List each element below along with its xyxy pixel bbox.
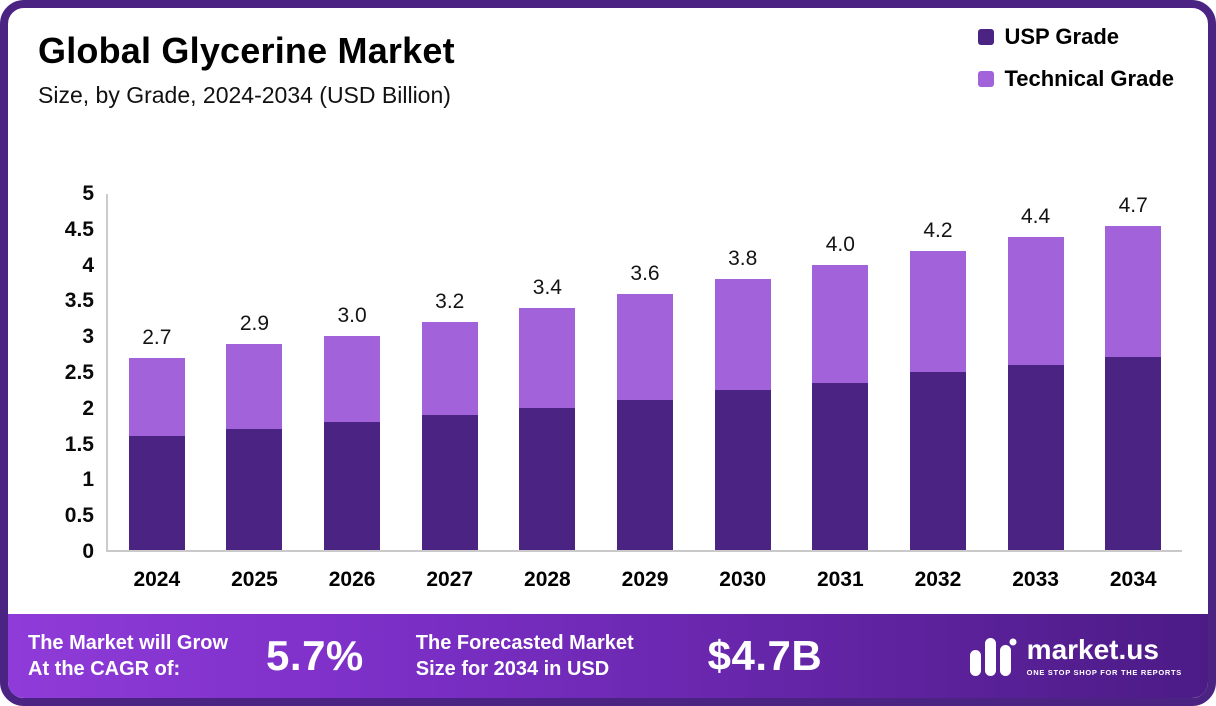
bar-segment-usp-grade bbox=[324, 421, 381, 550]
x-axis-label: 2030 bbox=[719, 568, 767, 591]
brand-text: market.us ONE STOP SHOP FOR THE REPORTS bbox=[1026, 633, 1182, 677]
y-axis: 0 0.5 1 1.5 2 2.5 3 3.5 4 4.5 5 bbox=[54, 182, 98, 563]
chart-subtitle: Size, by Grade, 2024-2034 (USD Billion) bbox=[38, 82, 451, 108]
bar-total-label: 2.9 bbox=[239, 311, 270, 335]
x-axis-label: 2034 bbox=[1109, 568, 1157, 591]
y-tick-label: 4 bbox=[82, 253, 94, 277]
x-axis-label: 2032 bbox=[914, 568, 962, 591]
y-tick-label: 5 bbox=[82, 182, 94, 205]
plot-area: 2.7 2024 2.9 2025 3.0 2026 3.2 2027 3.4 2028 3.6 20… bbox=[106, 194, 1182, 591]
legend-label: Technical Grade bbox=[1004, 66, 1174, 91]
x-axis-label: 2026 bbox=[328, 568, 376, 591]
bar-segment-usp-grade bbox=[1105, 356, 1162, 550]
legend-swatch bbox=[978, 71, 995, 87]
bar-total-label: 4.7 bbox=[1118, 194, 1148, 217]
x-axis-label: 2029 bbox=[621, 568, 669, 591]
y-tick-label: 1 bbox=[82, 468, 94, 492]
bar-segment-technical-grade bbox=[1105, 226, 1162, 357]
bar-total-label: 4.2 bbox=[923, 218, 953, 242]
cagr-label: The Market will Grow At the CAGR of: bbox=[28, 632, 229, 680]
marketus-logo-icon bbox=[969, 638, 1017, 676]
y-tick-label: 3 bbox=[82, 325, 94, 349]
y-tick-label: 2.5 bbox=[64, 361, 94, 384]
x-axis-label: 2031 bbox=[816, 568, 864, 591]
bar-segment-technical-grade bbox=[1007, 236, 1064, 365]
forecast-label: The Forecasted Market Size for 2034 in U… bbox=[415, 632, 634, 680]
bar-total-label: 3.4 bbox=[532, 275, 562, 299]
bar-total-label: 3.8 bbox=[728, 247, 758, 271]
legend-item: USP Grade bbox=[978, 24, 1174, 50]
bar-segment-technical-grade bbox=[812, 265, 869, 383]
bar-segment-technical-grade bbox=[226, 343, 283, 429]
bar-segment-usp-grade bbox=[617, 400, 674, 550]
bar-column: 2.7 2024 bbox=[108, 194, 206, 591]
x-axis-label: 2025 bbox=[231, 568, 278, 591]
bar-segment-technical-grade bbox=[714, 279, 771, 390]
bar-segment-technical-grade bbox=[128, 357, 185, 437]
bar-total-label: 4.0 bbox=[825, 233, 855, 257]
bar-column: 4.4 2033 bbox=[987, 194, 1085, 591]
y-tick-label: 4.5 bbox=[64, 217, 94, 241]
brand: market.us ONE STOP SHOP FOR THE REPORTS bbox=[967, 634, 1182, 678]
cagr-value: 5.7% bbox=[266, 632, 364, 679]
chart-area: 0 0.5 1 1.5 2 2.5 3 3.5 4 4.5 5 2.7 2024 2.9 2025 3.0 2… bbox=[54, 182, 1182, 591]
brand-name: market.us bbox=[1026, 633, 1159, 665]
bar-segment-technical-grade bbox=[421, 322, 478, 415]
x-axis-label: 2024 bbox=[133, 568, 181, 591]
x-axis-label: 2028 bbox=[524, 568, 571, 591]
bar-column: 4.0 2031 bbox=[791, 194, 889, 591]
legend-swatch bbox=[978, 29, 995, 45]
bar-total-label: 3.2 bbox=[435, 290, 465, 314]
bar-segment-technical-grade bbox=[519, 307, 576, 408]
bar-total-label: 4.4 bbox=[1020, 204, 1051, 228]
bar-segment-usp-grade bbox=[421, 414, 478, 550]
chart-legend: USP Grade Technical Grade bbox=[978, 24, 1174, 92]
legend-item: Technical Grade bbox=[978, 66, 1174, 92]
forecast-value: $4.7B bbox=[707, 632, 823, 679]
bar-column: 3.6 2029 bbox=[596, 194, 694, 591]
chart-header: Global Glycerine Market Size, by Grade, … bbox=[38, 30, 455, 109]
bar-column: 4.7 2034 bbox=[1084, 194, 1182, 591]
y-tick-label: 3.5 bbox=[64, 289, 94, 313]
bar-total-label: 3.0 bbox=[337, 304, 367, 328]
x-axis-label: 2027 bbox=[426, 568, 474, 591]
y-tick-label: 0 bbox=[82, 540, 94, 563]
y-tick-label: 2 bbox=[82, 396, 94, 420]
bar-total-label: 2.7 bbox=[142, 325, 172, 349]
footer-banner: The Market will Grow At the CAGR of: 5.7… bbox=[8, 614, 1208, 698]
brand-tagline: ONE STOP SHOP FOR THE REPORTS bbox=[1026, 667, 1182, 677]
page-title: Global Glycerine Market bbox=[38, 30, 455, 71]
bar-column: 3.0 2026 bbox=[303, 194, 401, 591]
bar-total-label: 3.6 bbox=[630, 261, 660, 285]
bar-segment-usp-grade bbox=[812, 382, 869, 550]
bar-segment-usp-grade bbox=[1007, 364, 1064, 550]
bar-segment-usp-grade bbox=[128, 436, 185, 550]
bar-segment-usp-grade bbox=[226, 428, 283, 550]
bar-column: 3.2 2027 bbox=[401, 194, 499, 591]
bar-segment-technical-grade bbox=[909, 250, 966, 372]
bar-segment-usp-grade bbox=[519, 407, 576, 550]
bar-column: 3.8 2030 bbox=[694, 194, 792, 591]
bar-column: 4.2 2032 bbox=[889, 194, 987, 591]
bar-segment-usp-grade bbox=[714, 389, 771, 550]
bar-column: 2.9 2025 bbox=[206, 194, 304, 591]
y-tick-label: 0.5 bbox=[64, 504, 94, 528]
y-tick-label: 1.5 bbox=[64, 432, 94, 456]
bar-column: 3.4 2028 bbox=[499, 194, 597, 591]
x-axis-label: 2033 bbox=[1012, 568, 1059, 591]
legend-label: USP Grade bbox=[1004, 24, 1119, 49]
bar-segment-usp-grade bbox=[909, 372, 966, 550]
bar-segment-technical-grade bbox=[324, 336, 381, 422]
bar-segment-technical-grade bbox=[617, 293, 674, 401]
